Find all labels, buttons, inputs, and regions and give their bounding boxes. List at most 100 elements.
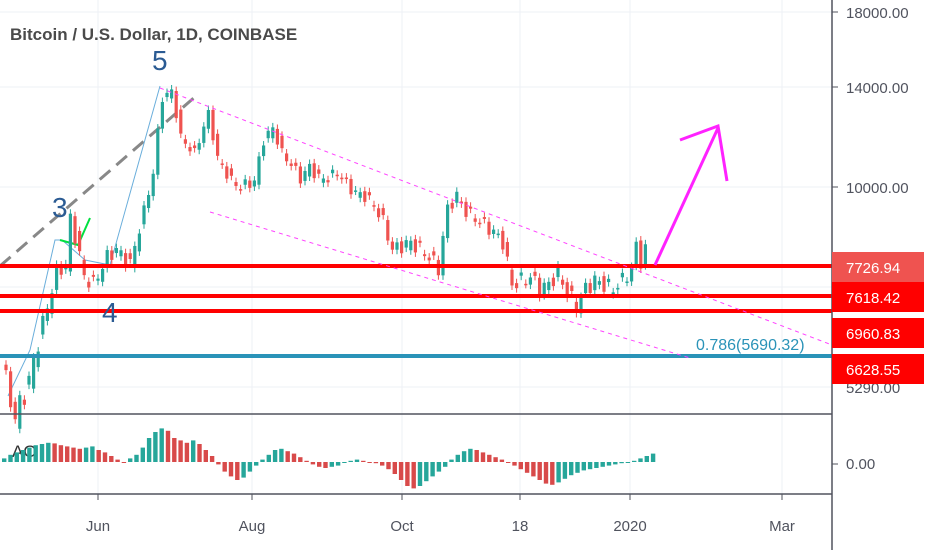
candle-body-62 bbox=[289, 163, 293, 166]
y-tick-label-0: 18000.00 bbox=[846, 5, 909, 22]
candle-body-92 bbox=[427, 257, 431, 261]
ao-bar-15 bbox=[96, 450, 101, 462]
candle-body-50 bbox=[234, 182, 238, 186]
candle-body-96 bbox=[446, 204, 450, 239]
candle-body-23 bbox=[110, 250, 114, 260]
price-tag-label-3: 6628.55 bbox=[846, 362, 900, 379]
ao-bar-80 bbox=[506, 462, 511, 463]
ao-bar-40 bbox=[254, 462, 259, 466]
candle-body-97 bbox=[450, 202, 454, 209]
candle-body-136 bbox=[630, 266, 634, 282]
ao-bar-52 bbox=[329, 462, 334, 467]
ao-bar-66 bbox=[417, 462, 423, 486]
ao-bar-24 bbox=[153, 432, 158, 462]
candle-body-86 bbox=[400, 241, 404, 254]
ao-bar-48 bbox=[304, 460, 309, 462]
ao-bar-53 bbox=[335, 462, 341, 466]
ao-bar-13 bbox=[83, 447, 89, 462]
ao-bar-30 bbox=[191, 440, 196, 462]
ao-bar-98 bbox=[619, 462, 624, 464]
ao-bar-28 bbox=[178, 440, 183, 462]
candle-body-88 bbox=[409, 240, 413, 251]
ao-bar-90 bbox=[569, 462, 574, 476]
wave-label-3: 3 bbox=[52, 192, 68, 223]
price-tag-0 bbox=[832, 252, 924, 282]
x-tick-label-0: Jun bbox=[86, 518, 110, 535]
ao-bar-70 bbox=[443, 462, 448, 467]
candle-body-77 bbox=[358, 192, 362, 198]
channel-lower bbox=[209, 211, 691, 359]
candle-body-57 bbox=[266, 130, 270, 139]
candle-body-25 bbox=[119, 250, 123, 257]
candle-body-20 bbox=[96, 278, 100, 281]
candle-body-16 bbox=[78, 230, 82, 252]
candle-body-47 bbox=[220, 163, 224, 165]
candle-body-29 bbox=[137, 233, 141, 252]
ao-bar-73 bbox=[461, 451, 467, 462]
candle-body-38 bbox=[179, 109, 183, 134]
ao-bar-43 bbox=[272, 450, 278, 462]
candle-body-130 bbox=[602, 276, 606, 292]
candle-body-81 bbox=[377, 208, 381, 218]
ao-bar-21 bbox=[134, 454, 139, 462]
wave-label-4: 4 bbox=[102, 297, 118, 328]
candle-body-112 bbox=[519, 272, 523, 276]
candle-body-45 bbox=[211, 109, 215, 141]
ao-bar-12 bbox=[77, 448, 82, 462]
candle-body-1 bbox=[9, 371, 13, 408]
candle-body-51 bbox=[239, 189, 243, 191]
candle-body-73 bbox=[340, 177, 344, 180]
ao-bar-16 bbox=[102, 452, 108, 462]
y-tick-label-1: 14000.00 bbox=[846, 80, 909, 97]
candle-body-90 bbox=[418, 240, 422, 243]
candle-body-3 bbox=[18, 395, 22, 429]
candle-body-2 bbox=[13, 401, 17, 420]
candle-body-64 bbox=[298, 166, 302, 184]
ao-bar-10 bbox=[65, 446, 70, 462]
x-tick-label-3: 18 bbox=[512, 518, 529, 535]
price-tag-2 bbox=[832, 318, 924, 348]
candle-body-126 bbox=[584, 282, 588, 294]
candle-body-78 bbox=[363, 191, 367, 202]
candle-body-46 bbox=[216, 133, 220, 156]
candle-body-95 bbox=[441, 235, 445, 276]
ao-bar-87 bbox=[550, 462, 555, 485]
x-tick-label-5: Mar bbox=[769, 518, 795, 535]
ao-bar-22 bbox=[140, 447, 145, 462]
candle-body-27 bbox=[128, 253, 132, 259]
price-tag-label-1: 7618.42 bbox=[846, 290, 900, 307]
candle-body-58 bbox=[271, 127, 275, 139]
candle-body-49 bbox=[229, 168, 233, 176]
wave-path bbox=[7, 85, 161, 397]
ao-bar-92 bbox=[581, 462, 586, 471]
ao-bar-33 bbox=[209, 456, 215, 462]
price-tag-3 bbox=[832, 354, 924, 384]
candle-body-110 bbox=[510, 269, 514, 286]
candle-body-31 bbox=[147, 194, 151, 209]
horizontal-levels bbox=[0, 264, 832, 358]
descending-channel bbox=[159, 87, 833, 359]
candle-body-132 bbox=[611, 292, 615, 295]
candle-body-129 bbox=[597, 281, 601, 285]
ao-bar-25 bbox=[159, 428, 164, 462]
candle-body-66 bbox=[308, 163, 312, 177]
candle-body-82 bbox=[381, 208, 385, 216]
ao-bar-23 bbox=[146, 438, 152, 462]
ao-bar-99 bbox=[625, 462, 631, 463]
ao-bar-67 bbox=[424, 462, 429, 482]
candle-body-28 bbox=[133, 245, 137, 268]
candle-body-122 bbox=[565, 282, 569, 298]
candle-body-111 bbox=[515, 283, 519, 289]
candle-body-26 bbox=[124, 253, 128, 268]
ao-bar-32 bbox=[203, 450, 208, 462]
ao-bar-81 bbox=[512, 462, 517, 466]
projection-arrow bbox=[653, 123, 729, 266]
candle-body-125 bbox=[579, 296, 583, 314]
price-tags: 7726.94 7618.42 6960.83 6628.55 bbox=[832, 252, 924, 384]
ao-bar-57 bbox=[361, 460, 366, 462]
candle-body-101 bbox=[469, 206, 473, 209]
candle-body-30 bbox=[142, 205, 146, 225]
candle-body-21 bbox=[101, 268, 105, 282]
ao-bar-91 bbox=[575, 462, 580, 473]
ao-bar-41 bbox=[260, 459, 265, 462]
